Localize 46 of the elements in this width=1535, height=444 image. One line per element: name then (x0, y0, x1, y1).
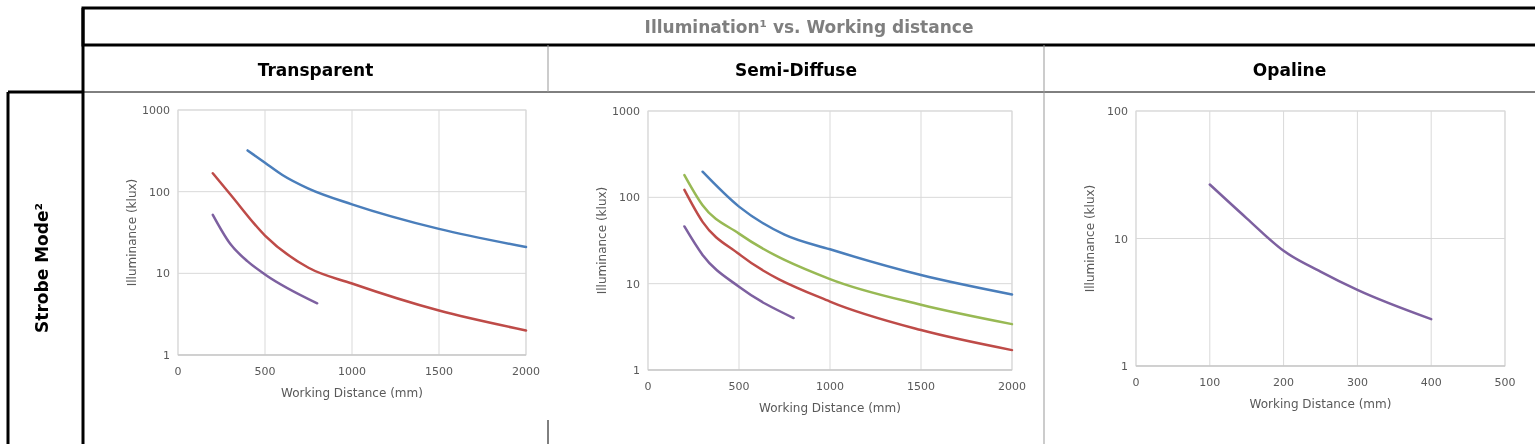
y-tick-label: 1 (163, 349, 170, 362)
y-tick-label: 100 (619, 191, 640, 205)
chart-title: Semi-Diffuse (735, 60, 857, 80)
x-axis-title: Working Distance (mm) (759, 401, 901, 415)
x-axis-title: Working Distance (mm) (1249, 397, 1392, 411)
y-tick-label: 100 (149, 185, 170, 199)
x-tick-label: 500 (254, 365, 276, 378)
chart-title: Opaline (1252, 60, 1327, 80)
x-tick-label: 100 (1199, 376, 1221, 389)
y-axis-title: Illuminance (klux) (125, 178, 139, 287)
line-series (683, 173, 1014, 326)
y-tick-label: 10 (626, 277, 640, 291)
x-tick-label: 300 (1346, 376, 1368, 389)
text: Strobe Mode² (32, 203, 52, 333)
line-series (246, 149, 528, 249)
line-series (683, 225, 795, 320)
x-tick-label: 2000 (512, 365, 540, 378)
x-axis-title: Working Distance (mm) (281, 386, 423, 400)
y-axis-title: Illuminance (klux) (1083, 184, 1097, 293)
line-series (683, 188, 1014, 352)
line-series (211, 172, 528, 332)
text: Illumination¹ vs. Working distance (644, 17, 974, 37)
line-series (211, 213, 319, 305)
chart-title: Transparent (257, 60, 374, 80)
y-tick-label: 1000 (142, 104, 170, 117)
y-tick-label: 10 (1114, 232, 1128, 246)
x-tick-label: 0 (644, 380, 652, 393)
x-tick-label: 2000 (998, 380, 1026, 393)
x-tick-label: 0 (1132, 376, 1140, 389)
line-series (701, 170, 1014, 296)
x-tick-label: 400 (1420, 376, 1442, 389)
y-tick-label: 1000 (612, 105, 640, 118)
y-tick-label: 1 (1121, 360, 1128, 373)
x-tick-label: 1500 (425, 365, 453, 378)
line-series (1208, 183, 1433, 321)
x-tick-label: 1000 (816, 380, 844, 393)
x-tick-label: 500 (1494, 376, 1516, 389)
x-tick-label: 0 (174, 365, 182, 378)
x-tick-label: 200 (1273, 376, 1295, 389)
y-axis-title: Illuminance (klux) (595, 186, 609, 295)
x-tick-label: 1000 (338, 365, 366, 378)
x-tick-label: 500 (728, 380, 750, 393)
y-tick-label: 10 (156, 267, 170, 281)
x-tick-label: 1500 (907, 380, 935, 393)
y-tick-label: 1 (633, 364, 640, 377)
y-tick-label: 100 (1107, 105, 1128, 118)
